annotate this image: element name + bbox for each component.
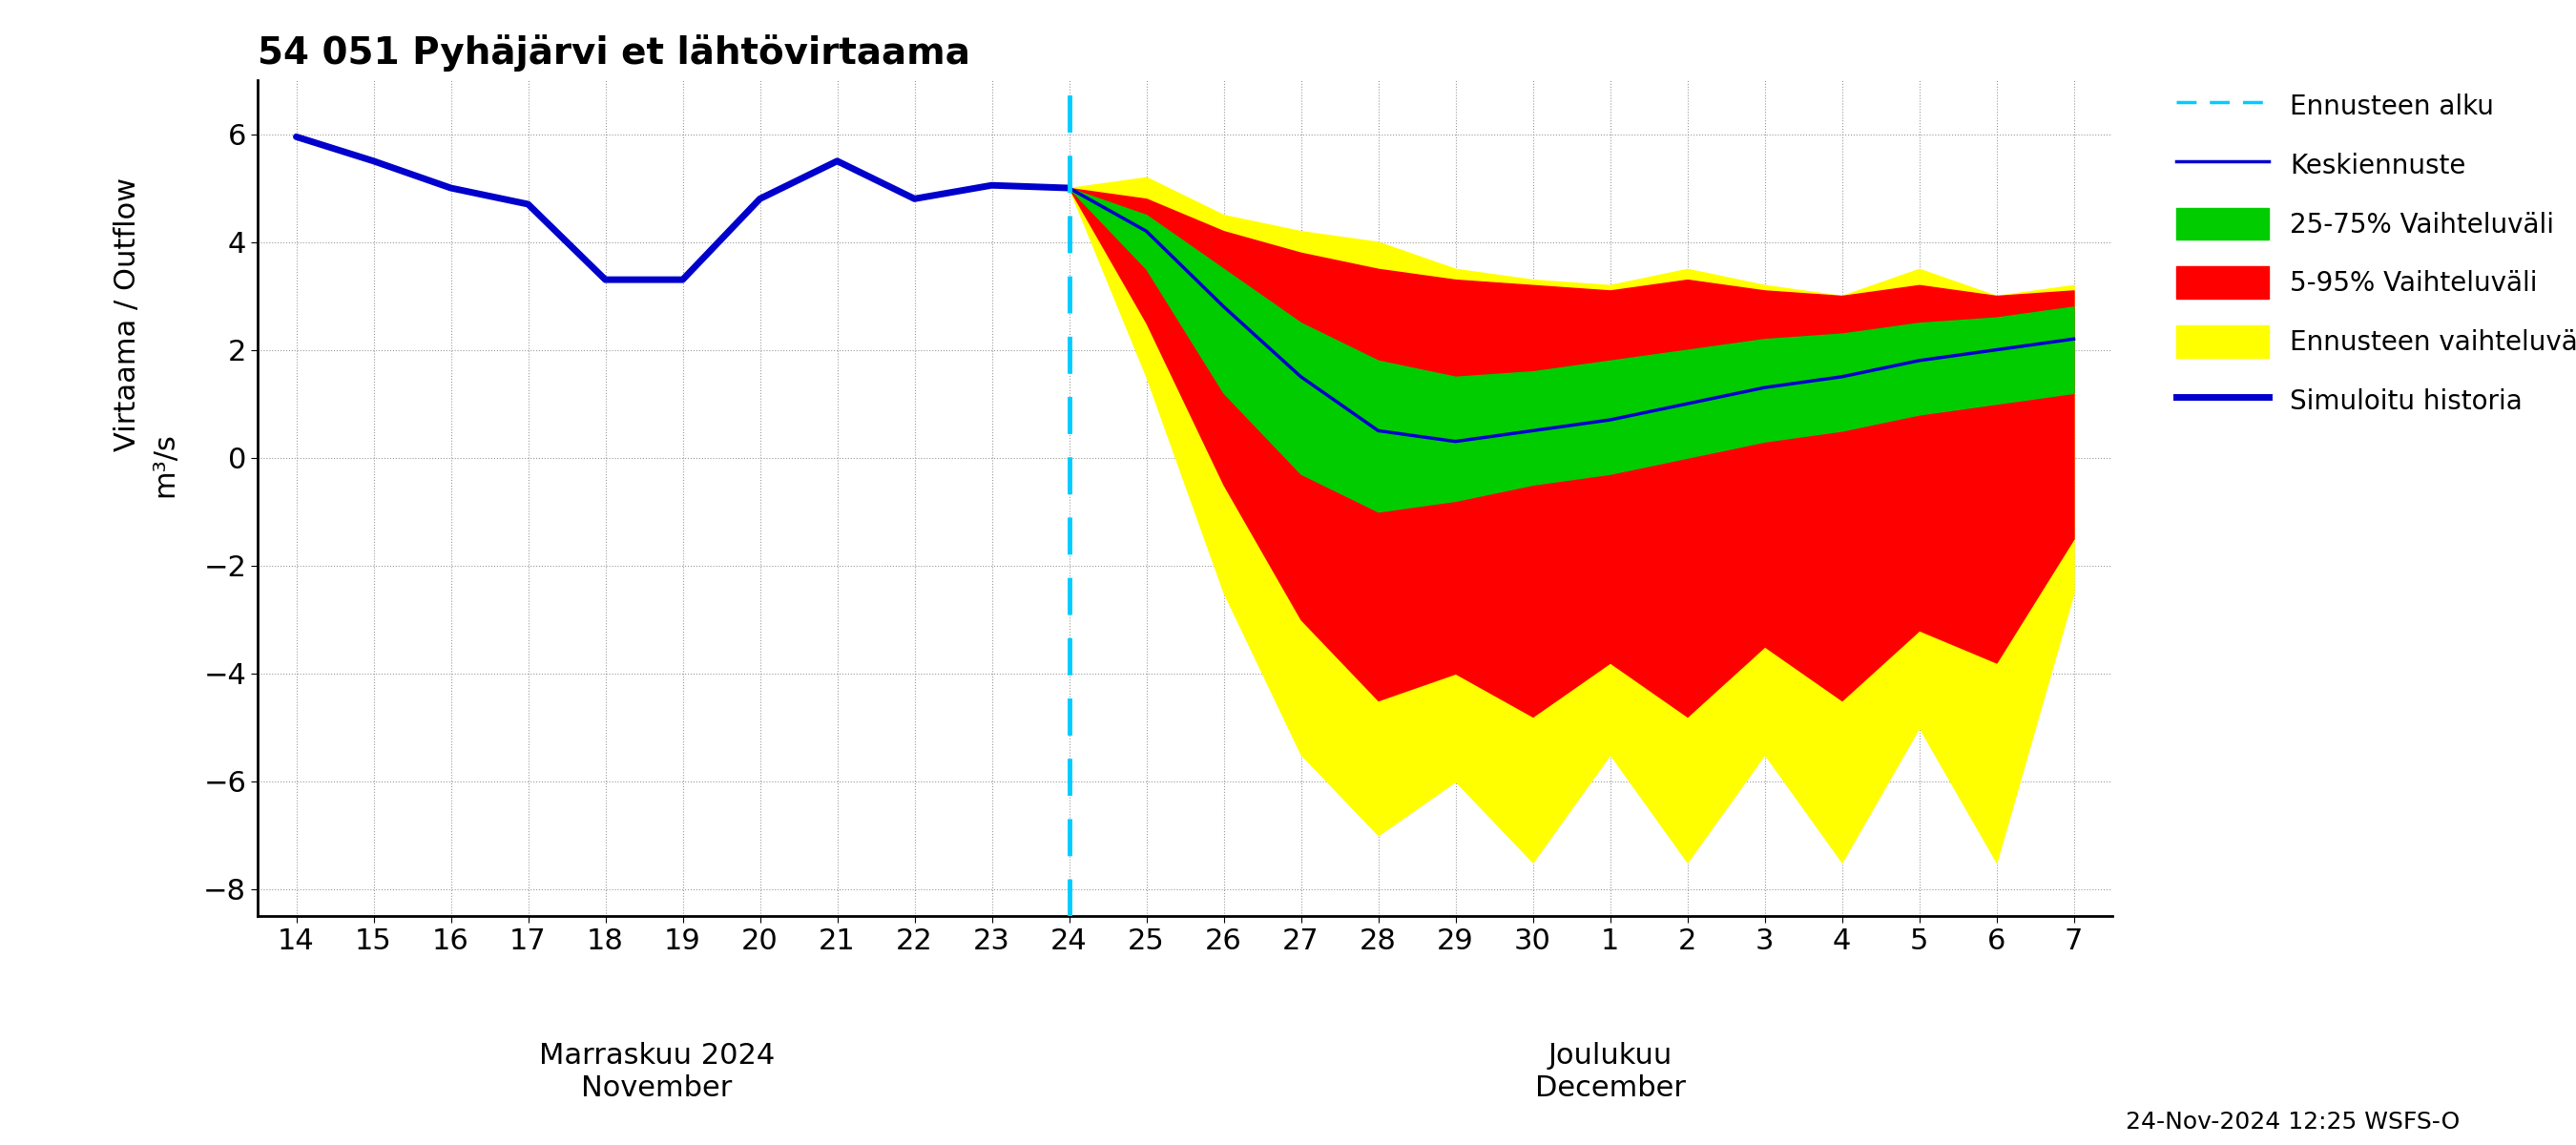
Legend: Ennusteen alku, Keskiennuste, 25-75% Vaihteluväli, 5-95% Vaihteluväli, Ennusteen: Ennusteen alku, Keskiennuste, 25-75% Vai… [2164,77,2576,429]
Text: Marraskuu 2024
November: Marraskuu 2024 November [538,1042,775,1101]
Text: Joulukuu
December: Joulukuu December [1535,1042,1685,1101]
Text: m³/s: m³/s [152,433,178,497]
Text: 24-Nov-2024 12:25 WSFS-O: 24-Nov-2024 12:25 WSFS-O [2125,1111,2460,1134]
Text: 54 051 Pyhäjärvi et lähtövirtaama: 54 051 Pyhäjärvi et lähtövirtaama [258,34,971,72]
Text: Virtaama / Outflow: Virtaama / Outflow [113,177,142,451]
